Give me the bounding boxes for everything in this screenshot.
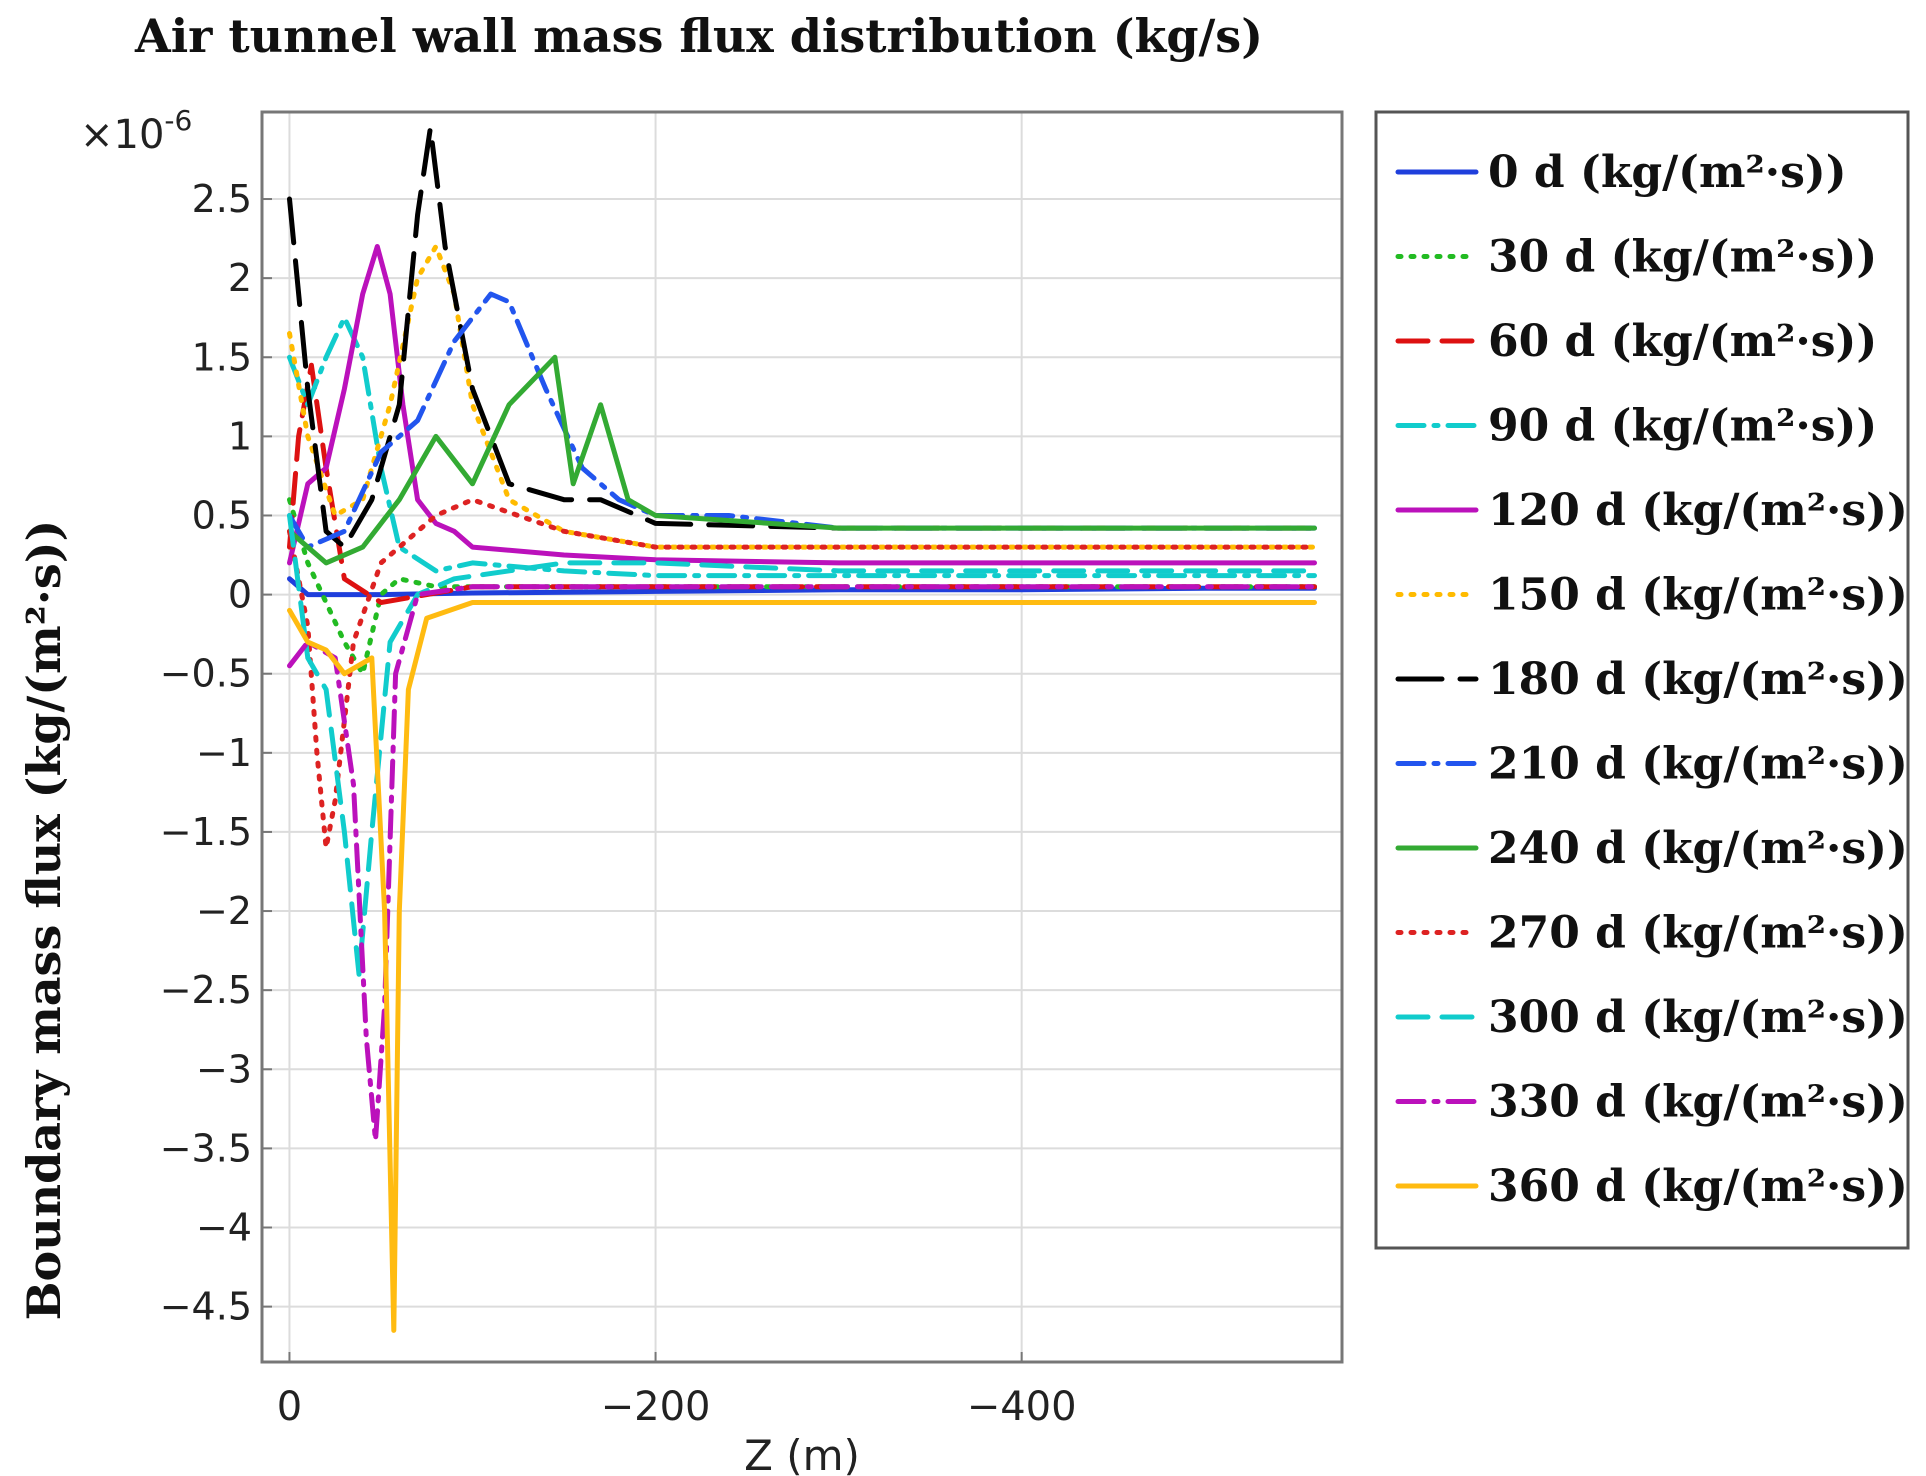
series-line-10 xyxy=(287,513,1317,977)
plot-area xyxy=(262,112,1342,1362)
y-tick-label: −1.5 xyxy=(160,810,252,854)
y-tick-label: −2.5 xyxy=(160,968,252,1012)
series-line-11 xyxy=(287,584,1317,1143)
y-tick-label: 0.5 xyxy=(192,493,252,537)
x-axis: 0 −200 −400 xyxy=(277,1352,1077,1430)
legend-label: 210 d (kg/(m²·s)) xyxy=(1488,739,1908,790)
x-tick-label: −400 xyxy=(967,1384,1077,1430)
x-axis-label: Z (m) xyxy=(744,1431,860,1476)
y-tick-label: 0 xyxy=(228,573,252,617)
series-line-7 xyxy=(287,291,1317,550)
y-axis-multiplier-base: ×10 xyxy=(80,112,164,158)
y-axis: 2.5 2 1.5 1 0.5 0 −0.5 −1 −1.5 −2 −2.5 −3 −3.5 −4 −4.5 xyxy=(160,177,272,1329)
legend-label: 330 d (kg/(m²·s)) xyxy=(1488,1077,1908,1128)
legend-label: 0 d (kg/(m²·s)) xyxy=(1488,147,1847,198)
legend-label: 270 d (kg/(m²·s)) xyxy=(1488,908,1908,959)
y-tick-label: −4.5 xyxy=(160,1285,252,1329)
y-tick-label: −4 xyxy=(196,1206,252,1250)
chart-title: Air tunnel wall mass flux distribution (… xyxy=(134,9,1263,63)
legend-label: 90 d (kg/(m²·s)) xyxy=(1488,401,1877,452)
legend-label: 120 d (kg/(m²·s)) xyxy=(1488,485,1908,536)
series-line-3 xyxy=(287,315,1317,579)
y-axis-label: Boundary mass flux (kg/(m²·s)) xyxy=(17,520,71,1321)
legend-label: 30 d (kg/(m²·s)) xyxy=(1488,232,1877,283)
legend-label: 150 d (kg/(m²·s)) xyxy=(1488,570,1908,621)
y-tick-label: −3 xyxy=(196,1047,252,1091)
series-line-8 xyxy=(287,354,1317,566)
legend-label: 60 d (kg/(m²·s)) xyxy=(1488,316,1877,367)
y-axis-multiplier: ×10-6 xyxy=(80,104,192,158)
y-tick-label: −3.5 xyxy=(160,1126,252,1170)
y-tick-label: −2 xyxy=(196,889,252,933)
y-tick-label: 1 xyxy=(228,414,252,458)
x-tick-label: 0 xyxy=(277,1384,302,1430)
y-axis-multiplier-exp: -6 xyxy=(164,104,192,137)
series-line-4 xyxy=(287,244,1317,566)
legend-label: 300 d (kg/(m²·s)) xyxy=(1488,992,1908,1043)
y-tick-label: 1.5 xyxy=(192,335,252,379)
plot-border xyxy=(260,110,1344,1364)
series-line-12 xyxy=(287,600,1317,1333)
y-tick-label: −0.5 xyxy=(160,652,252,696)
legend-label: 180 d (kg/(m²·s)) xyxy=(1488,654,1908,705)
series-layer xyxy=(287,125,1317,1333)
y-tick-label: 2.5 xyxy=(192,177,252,221)
legend-label: 360 d (kg/(m²·s)) xyxy=(1488,1161,1908,1212)
legend-entries: 0 d (kg/(m²·s)) 30 d (kg/(m²·s)) 60 d (kg/… xyxy=(1395,147,1908,1212)
x-tick-label: −200 xyxy=(601,1384,711,1430)
y-tick-label: −1 xyxy=(196,731,252,775)
legend-label: 240 d (kg/(m²·s)) xyxy=(1488,823,1908,874)
y-tick-label: 2 xyxy=(228,256,252,300)
